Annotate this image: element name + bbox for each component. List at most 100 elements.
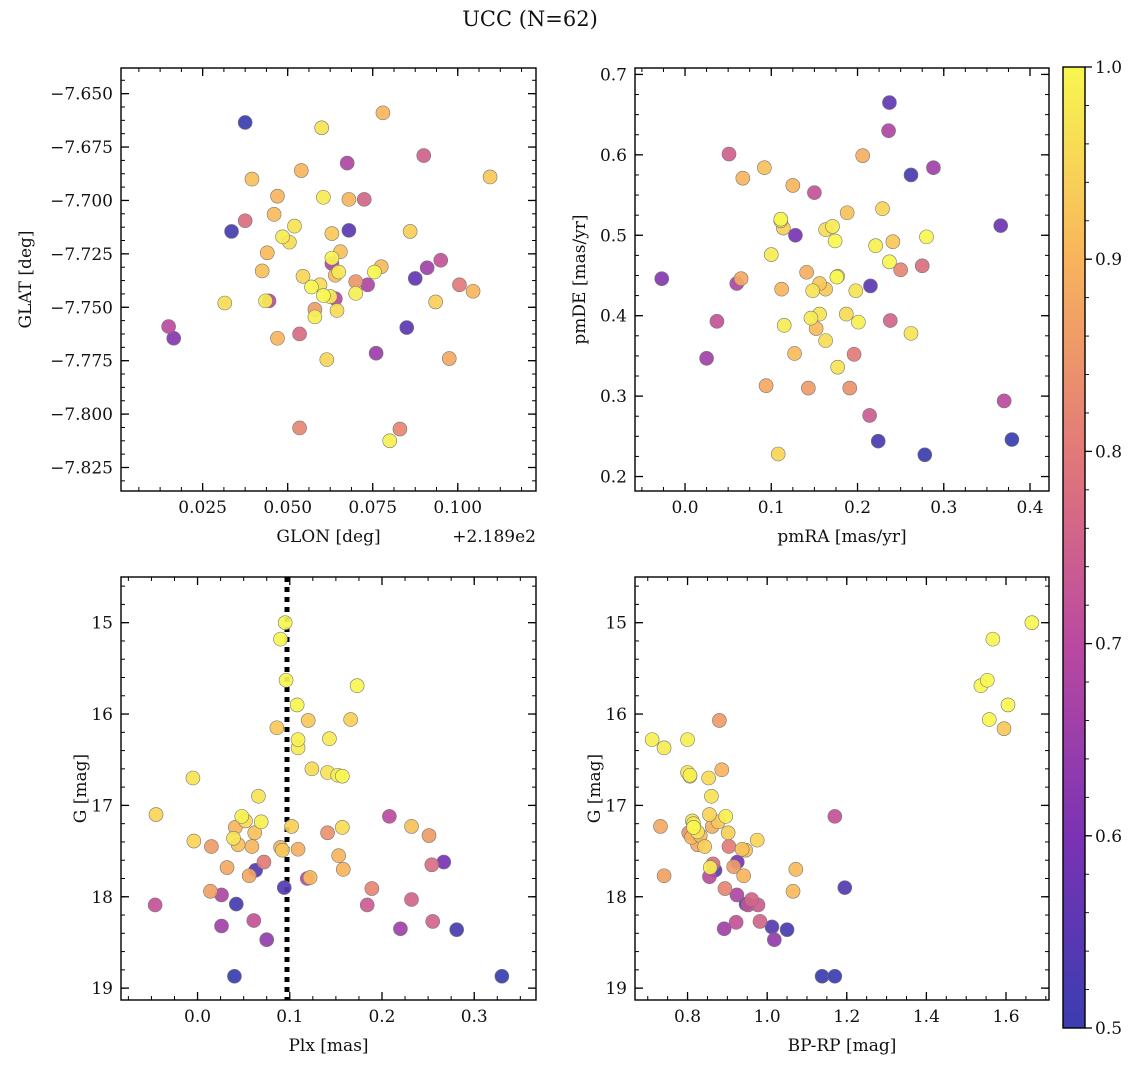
scatter-point (996, 393, 1012, 409)
x-axis-label: GLON [deg] (276, 527, 380, 547)
xtick-label: 1.0 (754, 1007, 781, 1027)
scatter-point (979, 672, 995, 688)
scatter-point (295, 268, 311, 284)
scatter-point (247, 825, 263, 841)
scatter-point (839, 306, 854, 322)
scatter-point (914, 258, 930, 274)
scatter-point (985, 631, 1001, 647)
scatter-point (204, 839, 219, 854)
scatter-points (644, 615, 1040, 984)
ytick-label: −7.650 (50, 85, 113, 105)
scatter-points (147, 615, 510, 984)
scatter-point (148, 807, 164, 822)
panel-plx-g: 0.0 0.1 0.2 0.3 15 16 17 18 19 Plx [mas] G [mag] (71, 576, 537, 1056)
scatter-point (278, 672, 294, 688)
xtick-label: 0.1 (276, 1007, 303, 1027)
xtick-label: 0.8 (674, 1007, 701, 1027)
scatter-point (785, 883, 801, 899)
scatter-point (704, 788, 719, 804)
scatter-point (744, 892, 759, 907)
scatter-point (277, 615, 293, 630)
ytick-label: −7.775 (50, 352, 113, 372)
scatter-point (827, 809, 843, 824)
scatter-point (425, 914, 441, 929)
colorbar-tick-label: 0.9 (1095, 250, 1122, 270)
y-axis-label: G [mag] (585, 754, 605, 823)
scatter-point (779, 922, 795, 937)
scatter-point (269, 720, 285, 736)
scatter-point (259, 245, 275, 261)
scatter-point (733, 271, 749, 286)
ytick-label: 0.2 (600, 468, 627, 488)
scatter-point (736, 868, 751, 884)
scatter-point (644, 732, 660, 747)
scatter-point (254, 263, 270, 279)
scatter-point (805, 283, 820, 299)
scatter-point (993, 218, 1009, 233)
scatter-point (335, 820, 350, 835)
scatter-point (359, 897, 375, 913)
scatter-point (926, 160, 941, 176)
figure-title: UCC (N=62) (462, 7, 598, 31)
ytick-label: 0.4 (600, 307, 627, 327)
ytick-label: 16 (91, 705, 113, 725)
scatter-point (758, 378, 774, 393)
scatter-point (680, 732, 695, 747)
colorbar-tick-label: 0.6 (1095, 827, 1122, 847)
scatter-point (721, 839, 737, 854)
xtick-label: 0.1 (758, 498, 785, 518)
scatter-point (368, 345, 384, 361)
scatter-point (699, 351, 714, 366)
scatter-point (721, 146, 737, 162)
scatter-point (774, 281, 789, 297)
scatter-point (341, 192, 357, 207)
scatter-point (682, 767, 698, 783)
scatter-point (407, 271, 423, 286)
scatter-point (465, 283, 481, 299)
y-axis-label: G [mag] (71, 754, 91, 823)
ytick-label: 0.3 (600, 387, 627, 407)
xtick-label: 0.2 (844, 498, 871, 518)
scatter-point (266, 207, 282, 222)
scatter-point (320, 825, 335, 841)
scatter-point (421, 828, 437, 843)
scatter-point (275, 229, 290, 245)
scatter-points (654, 95, 1020, 463)
axes-frame (120, 67, 537, 492)
scatter-point (237, 115, 253, 130)
scatter-point (419, 260, 435, 276)
scatter-point (825, 219, 840, 234)
scatter-point (304, 761, 320, 777)
xtick-label: 0.0 (672, 498, 699, 518)
xtick-label: 0.4 (1017, 498, 1044, 518)
xtick-label: 1.4 (913, 1007, 940, 1027)
scatter-point (870, 433, 886, 449)
scatter-point (251, 788, 266, 804)
scatter-point (203, 883, 218, 899)
scatter-point (259, 932, 275, 948)
panel-glon-glat: 0.025 0.050 0.075 0.100 −7.825 −7.800 −7.775 −7… (16, 67, 537, 547)
scatter-point (300, 713, 316, 728)
scatter-points (161, 105, 498, 449)
scatter-point (848, 283, 864, 299)
scatter-point (433, 252, 449, 268)
scatter-point (324, 250, 340, 266)
scatter-point (785, 178, 801, 193)
colorbar: 0.5 0.6 0.7 0.8 0.9 1.0 (1062, 58, 1122, 1039)
scatter-point (788, 227, 803, 243)
scatter-point (331, 264, 347, 280)
scatter-point (799, 264, 814, 280)
scatter-point (186, 833, 202, 849)
scatter-point (331, 848, 346, 863)
scatter-point (882, 313, 898, 328)
scatter-point (654, 271, 670, 286)
scatter-point (728, 915, 744, 930)
scatter-point (712, 713, 727, 728)
scatter-point (882, 254, 897, 270)
scatter-point (749, 832, 765, 848)
scatter-point (903, 326, 919, 341)
scatter-point (752, 914, 768, 929)
xtick-label: 0.100 (433, 498, 482, 518)
scatter-point (875, 201, 890, 217)
